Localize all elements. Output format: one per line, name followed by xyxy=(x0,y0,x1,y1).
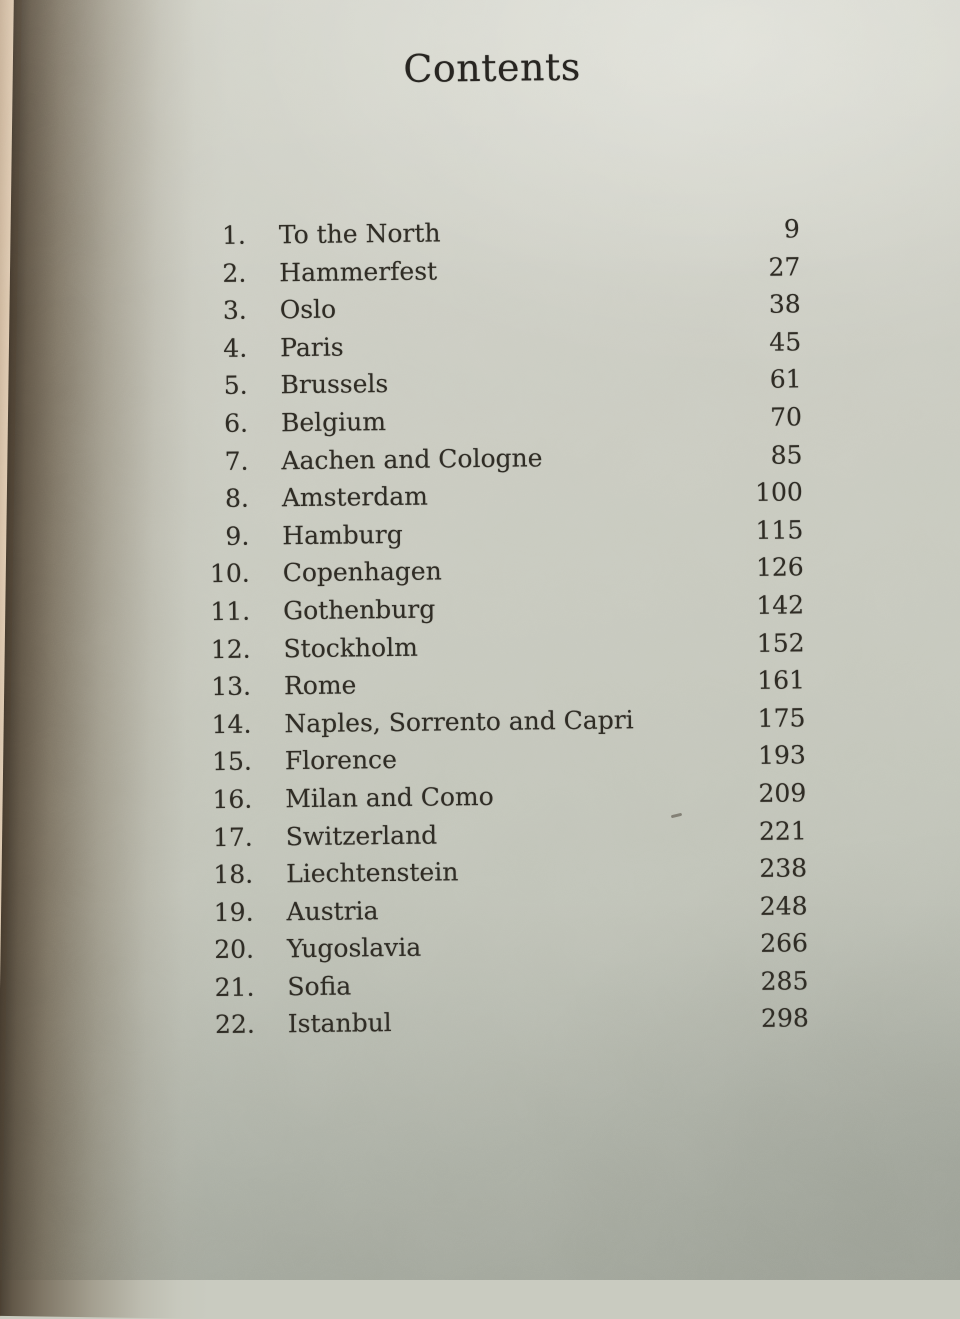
chapter-title: Gothenburg xyxy=(282,594,436,626)
chapter-page-number: 238 xyxy=(759,853,808,883)
chapter-number: 20. xyxy=(214,934,255,965)
chapter-number: 2. xyxy=(222,258,247,288)
chapter-title: Switzerland xyxy=(285,820,438,851)
chapter-page-number: 193 xyxy=(757,740,806,771)
chapter-page-number: 142 xyxy=(756,590,805,620)
chapter-title: Belgium xyxy=(280,407,387,438)
chapter-title: Oslo xyxy=(279,294,337,325)
chapter-title: Florence xyxy=(284,745,398,776)
chapter-number: 15. xyxy=(211,746,253,777)
chapter-number: 16. xyxy=(212,784,253,814)
chapter-page-number: 38 xyxy=(768,289,801,319)
chapter-number: 8. xyxy=(224,483,250,514)
chapter-number: 1. xyxy=(221,220,247,250)
page-title: Contents xyxy=(403,44,581,91)
chapter-number: 10. xyxy=(209,558,250,589)
chapter-title: To the North xyxy=(278,218,441,250)
chapter-page-number: 209 xyxy=(758,778,807,808)
chapter-number: 6. xyxy=(224,408,249,438)
chapter-title: Amsterdam xyxy=(281,481,429,513)
chapter-page-number: 115 xyxy=(755,515,804,545)
chapter-page-number: 61 xyxy=(769,364,802,395)
chapter-page-number: 175 xyxy=(757,703,806,733)
chapter-page-number: 285 xyxy=(760,966,809,996)
chapter-title: Sofia xyxy=(287,971,352,1002)
chapter-page-number: 126 xyxy=(755,552,804,583)
table-of-contents-page: Contents 1. To the North 9 2. Hammerfest… xyxy=(154,42,810,1149)
chapter-page-number: 9 xyxy=(783,214,801,244)
chapter-number: 13. xyxy=(211,671,252,702)
chapter-number: 22. xyxy=(214,1010,256,1040)
chapter-title: Liechtenstein xyxy=(285,857,459,889)
chapter-page-number: 221 xyxy=(758,815,807,846)
chapter-title: Hammerfest xyxy=(279,256,438,287)
chapter-page-number: 70 xyxy=(770,402,803,432)
chapter-title: Rome xyxy=(283,670,357,701)
chapter-page-number: 152 xyxy=(756,627,805,658)
chapter-page-number: 45 xyxy=(769,327,802,357)
chapter-number: 11. xyxy=(210,596,251,627)
chapter-title: Brussels xyxy=(280,369,389,400)
chapter-number: 21. xyxy=(214,972,255,1002)
chapter-number: 3. xyxy=(222,295,247,326)
chapter-page-number: 85 xyxy=(770,439,803,470)
toc-list: 1. To the North 9 2. Hammerfest 27 3. Os… xyxy=(156,210,809,1044)
chapter-number: 17. xyxy=(212,822,253,852)
chapter-number: 14. xyxy=(211,709,252,739)
chapter-number: 4. xyxy=(223,333,248,363)
chapter-number: 7. xyxy=(224,446,249,476)
chapter-title: Istanbul xyxy=(287,1008,392,1039)
chapter-number: 19. xyxy=(213,897,254,927)
chapter-page-number: 266 xyxy=(760,928,809,959)
chapter-title: Aachen and Cologne xyxy=(281,442,543,475)
chapter-number: 5. xyxy=(223,371,248,401)
chapter-number: 18. xyxy=(213,859,254,890)
chapter-title: Austria xyxy=(286,895,379,926)
chapter-number: 9. xyxy=(225,521,250,551)
chapter-page-number: 27 xyxy=(768,251,801,282)
chapter-page-number: 298 xyxy=(760,1003,809,1034)
toc-row: 22. Istanbul 298 xyxy=(165,1000,809,1045)
chapter-number: 12. xyxy=(210,634,251,664)
chapter-title: Naples, Sorrento and Capri xyxy=(284,705,634,738)
chapter-page-number: 100 xyxy=(754,477,804,508)
chapter-title: Paris xyxy=(280,332,344,363)
chapter-title: Yugoslavia xyxy=(286,932,422,964)
chapter-title: Copenhagen xyxy=(282,556,442,588)
chapter-title: Milan and Como xyxy=(285,781,494,814)
chapter-page-number: 161 xyxy=(757,665,806,696)
chapter-page-number: 248 xyxy=(759,891,808,921)
chapter-title: Hamburg xyxy=(282,519,403,551)
chapter-title: Stockholm xyxy=(283,632,418,663)
